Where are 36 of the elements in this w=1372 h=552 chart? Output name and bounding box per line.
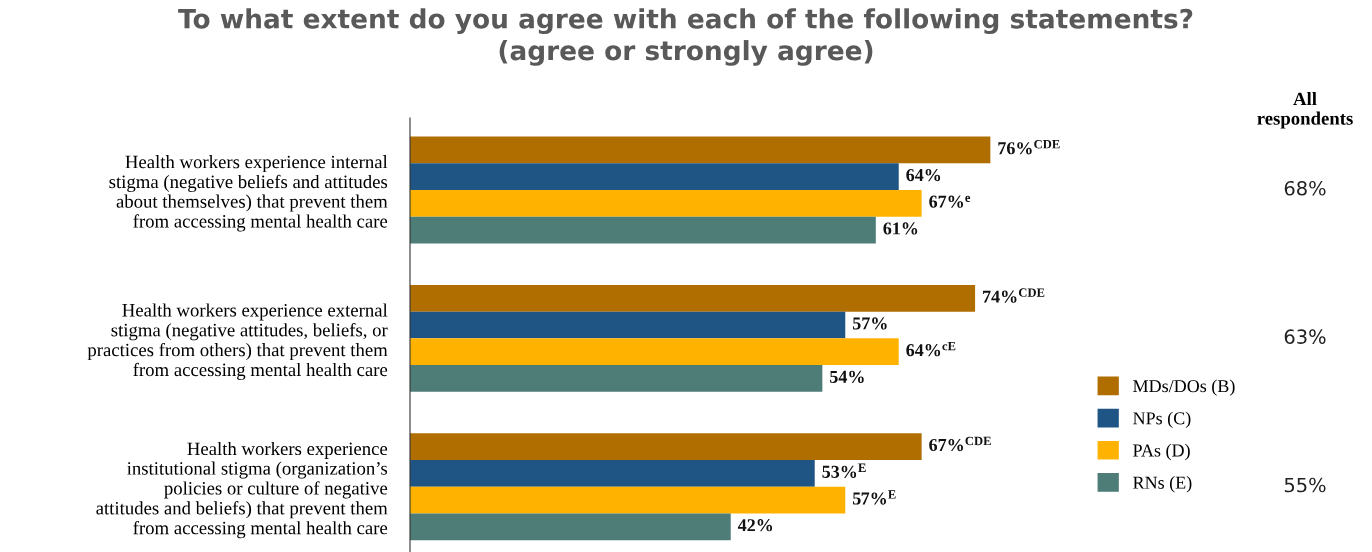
bar — [410, 284, 976, 312]
data-label: 67%$^{CDE}$ — [929, 436, 991, 452]
text: 63% — [1284, 329, 1326, 344]
data-label: 76%$^{CDE}$ — [998, 139, 1060, 155]
y-tick-label: Health workers experience external stigma (negative attitudes, beliefs, or practices from others) that prevent them from accessing mental health care — [87, 303, 388, 380]
data-label: 57% — [852, 317, 887, 330]
text: All respondents — [1257, 92, 1353, 129]
legend-label: MDs/DOs (B) — [1133, 379, 1235, 396]
data-label: 64% — [906, 168, 941, 182]
y-tick-label: Health workers experience institutional stigma (organization’s policies or culture of negative attitudes and beliefs) that prevent them from accessing mental health care — [96, 441, 388, 539]
legend-label: PAs (D) — [1133, 443, 1190, 461]
data-label: 64%$^{cE}$ — [906, 341, 956, 357]
chart-title: To what extent do you agree with each of the following statements? (agree or strongly agree) — [178, 8, 1193, 66]
y-tick-label: Health workers experience internal stigma (negative beliefs and attitudes about themselves) that prevent them from accessing mental health care — [109, 155, 388, 232]
bar — [410, 486, 846, 514]
bar — [410, 311, 846, 339]
bar — [410, 460, 815, 487]
text: 55% — [1284, 477, 1326, 493]
bar — [410, 365, 823, 392]
data-label: 57%$^{E}$ — [852, 490, 896, 505]
data-label: 54% — [830, 370, 864, 383]
legend-label: RNs (E) — [1133, 476, 1192, 493]
data-label: 61% — [883, 222, 918, 235]
bar — [410, 136, 991, 164]
bar — [410, 433, 922, 461]
legend-label: NPs (C) — [1133, 411, 1191, 429]
bar — [410, 513, 731, 541]
bar — [410, 189, 922, 217]
text: 68% — [1284, 180, 1326, 196]
bar — [410, 163, 899, 190]
data-label: 67%$^{e}$ — [929, 195, 971, 208]
bar — [410, 216, 876, 244]
data-label: 42% — [737, 519, 773, 532]
data-label: 74%$^{CDE}$ — [983, 288, 1045, 303]
data-label: 53%$^{E}$ — [822, 463, 866, 478]
bar — [410, 338, 899, 366]
